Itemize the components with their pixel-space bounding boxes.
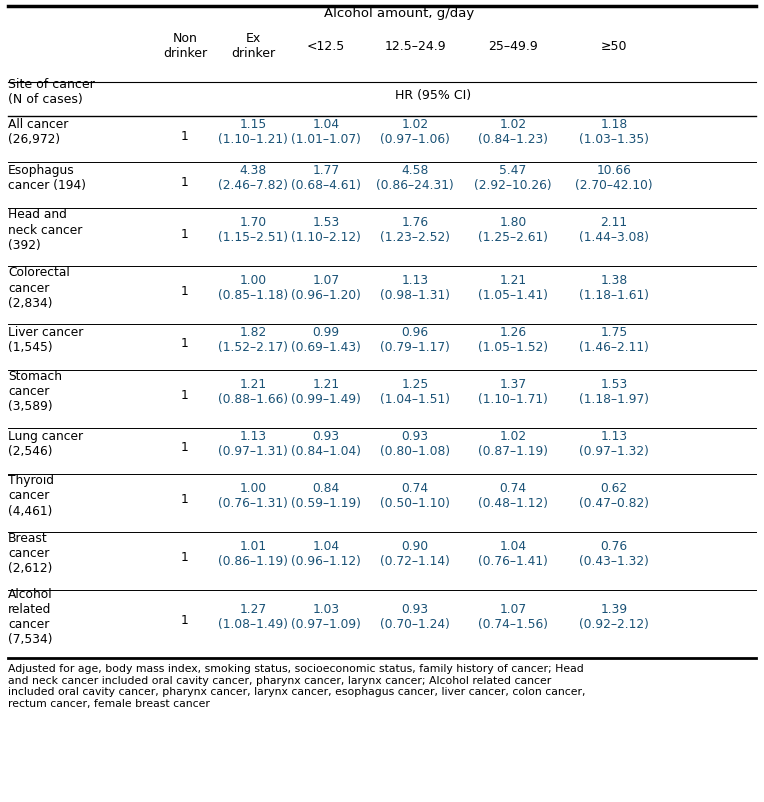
Text: 0.99
(0.69–1.43): 0.99 (0.69–1.43) bbox=[291, 326, 361, 354]
Text: Colorectal
cancer
(2,834): Colorectal cancer (2,834) bbox=[8, 266, 70, 309]
Text: 0.96
(0.79–1.17): 0.96 (0.79–1.17) bbox=[380, 326, 450, 354]
Text: 1.21
(0.88–1.66): 1.21 (0.88–1.66) bbox=[218, 378, 288, 406]
Text: 1: 1 bbox=[181, 286, 189, 298]
Text: 1.00
(0.85–1.18): 1.00 (0.85–1.18) bbox=[218, 273, 288, 302]
Text: 0.93
(0.70–1.24): 0.93 (0.70–1.24) bbox=[380, 602, 450, 630]
Text: ≥50: ≥50 bbox=[601, 39, 627, 52]
Text: 1.04
(0.96–1.12): 1.04 (0.96–1.12) bbox=[291, 539, 361, 567]
Text: Ex
drinker: Ex drinker bbox=[231, 32, 275, 60]
Text: 1.77
(0.68–4.61): 1.77 (0.68–4.61) bbox=[291, 164, 361, 192]
Text: 1.76
(1.23–2.52): 1.76 (1.23–2.52) bbox=[380, 216, 450, 244]
Text: 1: 1 bbox=[181, 129, 189, 142]
Text: 1.27
(1.08–1.49): 1.27 (1.08–1.49) bbox=[218, 602, 288, 630]
Text: 1.00
(0.76–1.31): 1.00 (0.76–1.31) bbox=[218, 481, 288, 509]
Text: 1.53
(1.10–2.12): 1.53 (1.10–2.12) bbox=[291, 216, 361, 244]
Text: 1.21
(1.05–1.41): 1.21 (1.05–1.41) bbox=[478, 273, 548, 302]
Text: 1.13
(0.97–1.32): 1.13 (0.97–1.32) bbox=[579, 429, 649, 457]
Text: 25–49.9: 25–49.9 bbox=[488, 39, 538, 52]
Text: 1.80
(1.25–2.61): 1.80 (1.25–2.61) bbox=[478, 216, 548, 244]
Text: 1: 1 bbox=[181, 176, 189, 188]
Text: Liver cancer
(1,545): Liver cancer (1,545) bbox=[8, 326, 83, 354]
Text: 1.38
(1.18–1.61): 1.38 (1.18–1.61) bbox=[579, 273, 649, 302]
Text: 1.02
(0.84–1.23): 1.02 (0.84–1.23) bbox=[478, 118, 548, 146]
Text: 1.15
(1.10–1.21): 1.15 (1.10–1.21) bbox=[218, 118, 288, 146]
Text: 1.18
(1.03–1.35): 1.18 (1.03–1.35) bbox=[579, 118, 649, 146]
Text: 4.38
(2.46–7.82): 4.38 (2.46–7.82) bbox=[218, 164, 288, 192]
Text: <12.5: <12.5 bbox=[307, 39, 345, 52]
Text: 1.25
(1.04–1.51): 1.25 (1.04–1.51) bbox=[380, 378, 450, 406]
Text: 1.13
(0.97–1.31): 1.13 (0.97–1.31) bbox=[218, 429, 288, 457]
Text: 1: 1 bbox=[181, 389, 189, 402]
Text: 1: 1 bbox=[181, 493, 189, 506]
Text: 0.84
(0.59–1.19): 0.84 (0.59–1.19) bbox=[291, 481, 361, 509]
Text: Alcohol amount, g/day: Alcohol amount, g/day bbox=[325, 6, 474, 19]
Text: Alcohol
related
cancer
(7,534): Alcohol related cancer (7,534) bbox=[8, 587, 53, 645]
Text: 1.39
(0.92–2.12): 1.39 (0.92–2.12) bbox=[579, 602, 649, 630]
Text: 1.75
(1.46–2.11): 1.75 (1.46–2.11) bbox=[579, 326, 649, 354]
Text: All cancer
(26,972): All cancer (26,972) bbox=[8, 118, 68, 146]
Text: 1.53
(1.18–1.97): 1.53 (1.18–1.97) bbox=[579, 378, 649, 406]
Text: Stomach
cancer
(3,589): Stomach cancer (3,589) bbox=[8, 370, 62, 413]
Text: 1.01
(0.86–1.19): 1.01 (0.86–1.19) bbox=[218, 539, 288, 567]
Text: Head and
neck cancer
(392): Head and neck cancer (392) bbox=[8, 209, 83, 251]
Text: 1: 1 bbox=[181, 614, 189, 626]
Text: Esophagus
cancer (194): Esophagus cancer (194) bbox=[8, 164, 86, 192]
Text: 1.04
(1.01–1.07): 1.04 (1.01–1.07) bbox=[291, 118, 361, 146]
Text: 1.02
(0.87–1.19): 1.02 (0.87–1.19) bbox=[478, 429, 548, 457]
Text: 0.74
(0.48–1.12): 0.74 (0.48–1.12) bbox=[478, 481, 548, 509]
Text: 12.5–24.9: 12.5–24.9 bbox=[384, 39, 446, 52]
Text: 4.58
(0.86–24.31): 4.58 (0.86–24.31) bbox=[376, 164, 454, 192]
Text: 1: 1 bbox=[181, 551, 189, 564]
Text: 1.02
(0.97–1.06): 1.02 (0.97–1.06) bbox=[380, 118, 450, 146]
Text: Non
drinker: Non drinker bbox=[163, 32, 207, 60]
Text: 1.07
(0.74–1.56): 1.07 (0.74–1.56) bbox=[478, 602, 548, 630]
Text: 1.03
(0.97–1.09): 1.03 (0.97–1.09) bbox=[291, 602, 361, 630]
Text: 1.07
(0.96–1.20): 1.07 (0.96–1.20) bbox=[291, 273, 361, 302]
Text: 1.04
(0.76–1.41): 1.04 (0.76–1.41) bbox=[478, 539, 548, 567]
Text: Site of cancer
(N of cases): Site of cancer (N of cases) bbox=[8, 78, 95, 106]
Text: 5.47
(2.92–10.26): 5.47 (2.92–10.26) bbox=[474, 164, 552, 192]
Text: 1.70
(1.15–2.51): 1.70 (1.15–2.51) bbox=[218, 216, 288, 244]
Text: 1.37
(1.10–1.71): 1.37 (1.10–1.71) bbox=[478, 378, 548, 406]
Text: HR (95% CI): HR (95% CI) bbox=[396, 89, 471, 103]
Text: 0.93
(0.80–1.08): 0.93 (0.80–1.08) bbox=[380, 429, 450, 457]
Text: Breast
cancer
(2,612): Breast cancer (2,612) bbox=[8, 532, 53, 575]
Text: 0.90
(0.72–1.14): 0.90 (0.72–1.14) bbox=[380, 539, 450, 567]
Text: 0.74
(0.50–1.10): 0.74 (0.50–1.10) bbox=[380, 481, 450, 509]
Text: 2.11
(1.44–3.08): 2.11 (1.44–3.08) bbox=[579, 216, 649, 244]
Text: 1: 1 bbox=[181, 441, 189, 454]
Text: 1.82
(1.52–2.17): 1.82 (1.52–2.17) bbox=[218, 326, 288, 354]
Text: Thyroid
cancer
(4,461): Thyroid cancer (4,461) bbox=[8, 474, 54, 516]
Text: 10.66
(2.70–42.10): 10.66 (2.70–42.10) bbox=[575, 164, 652, 192]
Text: 0.62
(0.47–0.82): 0.62 (0.47–0.82) bbox=[579, 481, 649, 509]
Text: 1: 1 bbox=[181, 227, 189, 241]
Text: Adjusted for age, body mass index, smoking status, socioeconomic status, family : Adjusted for age, body mass index, smoki… bbox=[8, 663, 585, 708]
Text: 0.76
(0.43–1.32): 0.76 (0.43–1.32) bbox=[579, 539, 649, 567]
Text: 1.21
(0.99–1.49): 1.21 (0.99–1.49) bbox=[291, 378, 361, 406]
Text: 0.93
(0.84–1.04): 0.93 (0.84–1.04) bbox=[291, 429, 361, 457]
Text: 1.26
(1.05–1.52): 1.26 (1.05–1.52) bbox=[478, 326, 548, 354]
Text: 1: 1 bbox=[181, 337, 189, 350]
Text: 1.13
(0.98–1.31): 1.13 (0.98–1.31) bbox=[380, 273, 450, 302]
Text: Lung cancer
(2,546): Lung cancer (2,546) bbox=[8, 429, 83, 457]
